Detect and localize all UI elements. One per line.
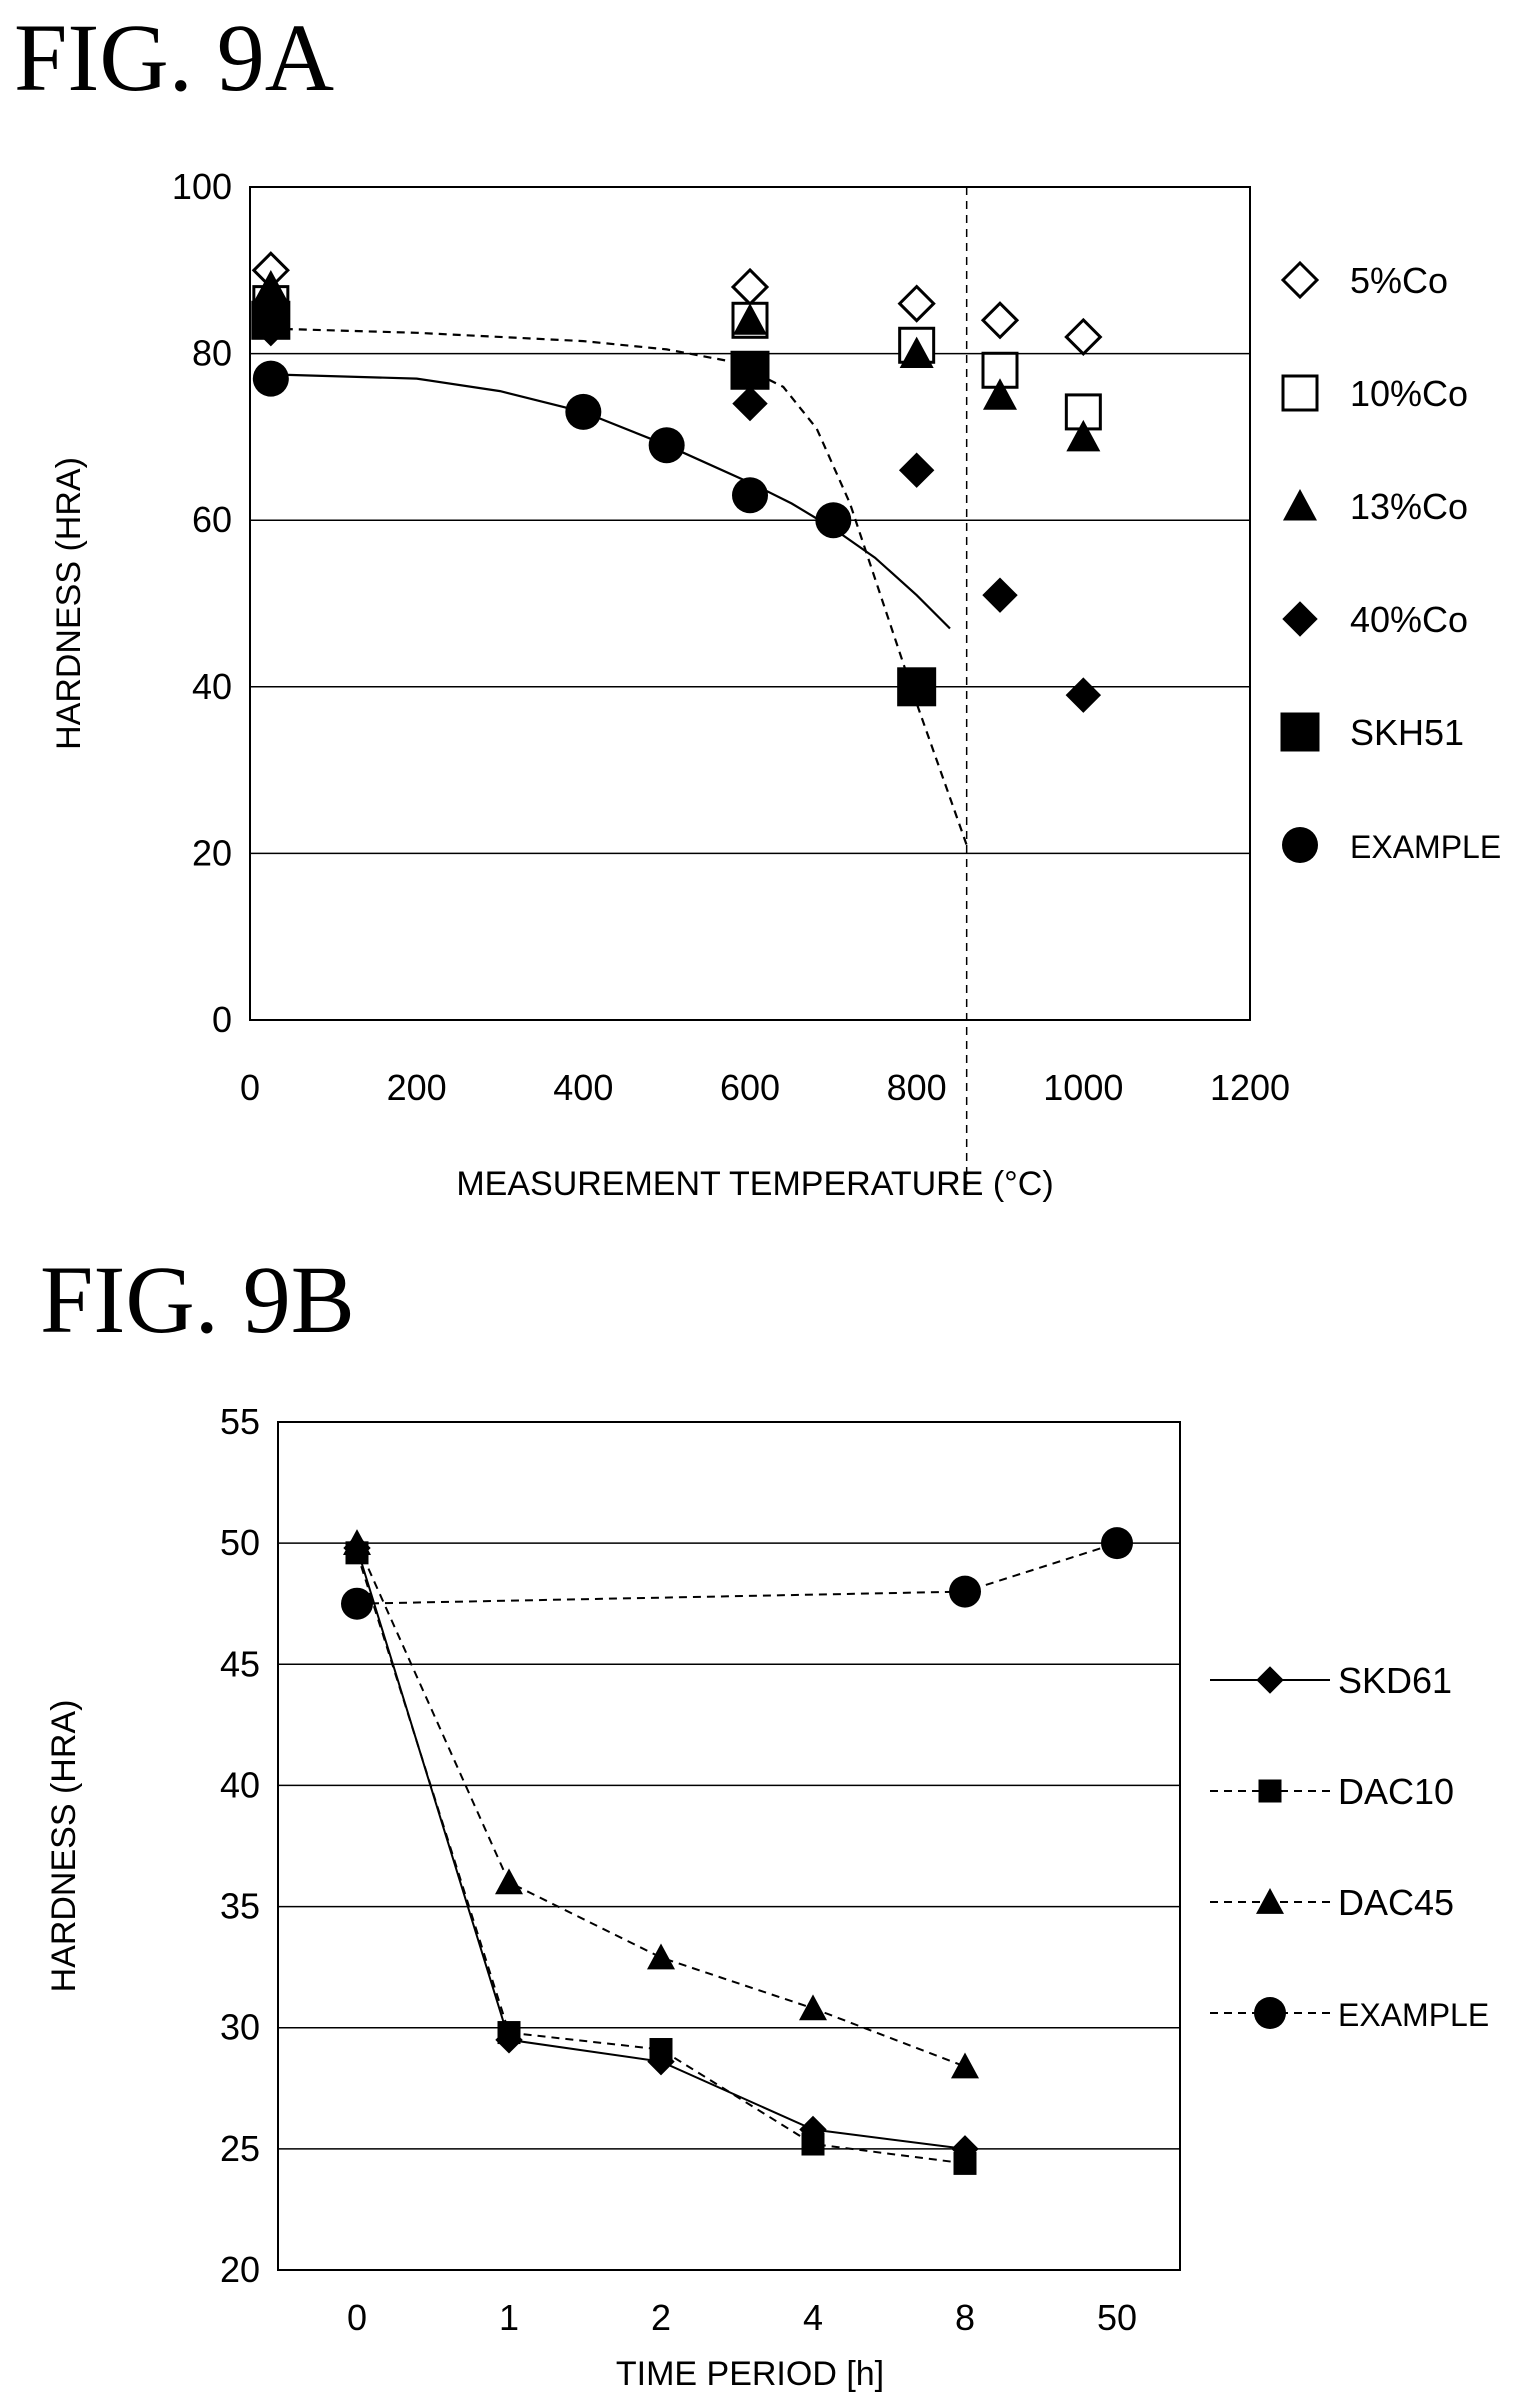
series-dac45 xyxy=(343,1529,979,2078)
x-tick-label: 0 xyxy=(347,2297,367,2338)
legend-marker xyxy=(1256,1888,1284,1914)
y-tick-label: 20 xyxy=(220,2249,260,2290)
x-tick-label: 1 xyxy=(499,2297,519,2338)
data-point xyxy=(495,1868,523,1894)
legend-label: DAC10 xyxy=(1338,1771,1454,1812)
y-tick-label: 50 xyxy=(220,1522,260,1563)
x-tick-label: 8 xyxy=(955,2297,975,2338)
data-point xyxy=(799,1994,827,2020)
legend-label: DAC45 xyxy=(1338,1882,1454,1923)
data-point xyxy=(498,2022,520,2044)
series-line xyxy=(357,1543,965,2066)
plot-area xyxy=(278,1422,1180,2270)
legend-label: SKD61 xyxy=(1338,1660,1452,1701)
series-skd61 xyxy=(344,1535,978,2162)
series-example xyxy=(341,1527,1133,1620)
data-point xyxy=(949,1576,981,1608)
data-point xyxy=(954,2152,976,2174)
y-tick-label: 45 xyxy=(220,1643,260,1684)
x-tick-label: 4 xyxy=(803,2297,823,2338)
series-line xyxy=(357,1543,1117,1604)
data-point xyxy=(647,1943,675,1969)
y-tick-label: 35 xyxy=(220,1886,260,1927)
y-tick-label: 55 xyxy=(220,1401,260,1442)
legend-label: EXAMPLE xyxy=(1338,1997,1489,2033)
x-tick-label: 50 xyxy=(1097,2297,1137,2338)
data-point xyxy=(1101,1527,1133,1559)
data-point xyxy=(341,1588,373,1620)
data-point xyxy=(802,2133,824,2155)
data-point xyxy=(650,2039,672,2061)
y-tick-label: 30 xyxy=(220,2007,260,2048)
series-dac10 xyxy=(346,1542,976,2175)
plot-frame xyxy=(278,1422,1180,2270)
legend-marker xyxy=(1259,1780,1281,1802)
y-tick-label: 40 xyxy=(220,1764,260,1805)
x-axis-label: TIME PERIOD [h] xyxy=(616,2355,884,2393)
legend-marker xyxy=(1254,1997,1286,2029)
legend: SKD61 DAC10 DAC45 EXAMPLE xyxy=(1210,1660,1489,2033)
y-axis-label: HARDNESS (HRA) xyxy=(45,1700,83,1993)
x-tick-label: 2 xyxy=(651,2297,671,2338)
data-point xyxy=(951,2052,979,2078)
legend-marker xyxy=(1257,1667,1283,1693)
y-tick-label: 25 xyxy=(220,2128,260,2169)
